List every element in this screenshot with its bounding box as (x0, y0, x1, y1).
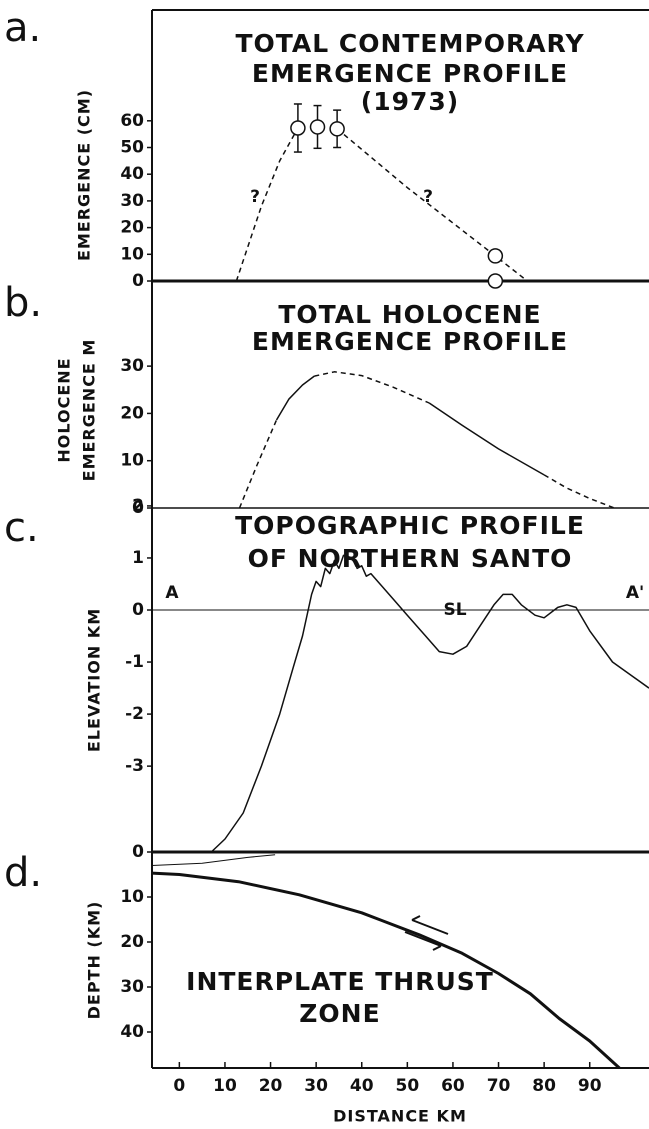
profile-line (238, 371, 615, 509)
panel-title: TOTAL CONTEMPORARY (235, 29, 584, 58)
y-axis-label: EMERGENCE (CM) (75, 89, 94, 261)
y-tick-label: 40 (120, 164, 144, 184)
y-tick-label: 20 (120, 403, 144, 423)
x-tick-label: 20 (259, 1076, 283, 1096)
x-tick-label: 40 (350, 1076, 374, 1096)
slip-arrow (411, 915, 449, 935)
y-tick-label: 30 (120, 977, 144, 997)
panel-label: d. (4, 850, 42, 896)
profile-line (151, 871, 621, 1070)
y-tick-label: 0 (132, 842, 144, 862)
profile-line (151, 854, 276, 866)
y-tick-label: -2 (125, 704, 144, 724)
data-point (290, 120, 306, 136)
panel-text: ZONE (299, 999, 380, 1028)
y-tick-label: 50 (120, 138, 144, 158)
panel-label: b. (4, 280, 42, 326)
panel-title: TOTAL HOLOCENE (278, 300, 541, 329)
profile-line (235, 127, 528, 282)
data-point (329, 121, 345, 137)
y-tick-label: 20 (120, 932, 144, 952)
data-point (309, 119, 326, 135)
panel-title: EMERGENCE PROFILE (252, 327, 568, 356)
y-tick-label: 0 (132, 271, 144, 291)
panel-title: EMERGENCE PROFILE (252, 59, 568, 88)
data-point (487, 248, 504, 264)
y-axis-label: HOLOCENE (55, 357, 74, 462)
panel-title: OF NORTHERN SANTO (248, 544, 573, 573)
profile-line (275, 375, 545, 476)
y-tick-label: 10 (120, 887, 144, 907)
y-tick-label: 2 (132, 496, 144, 516)
y-tick-label: 0 (132, 600, 144, 620)
y-axis-label: DEPTH (KM) (85, 901, 104, 1020)
y-tick-label: 1 (132, 548, 144, 568)
y-tick-label: 40 (120, 1022, 144, 1042)
x-tick-label: 90 (578, 1076, 602, 1096)
y-axis-label: ELEVATION KM (85, 608, 104, 752)
x-tick-label: 60 (441, 1076, 465, 1096)
y-tick-label: 30 (120, 191, 144, 211)
y-tick-label: 10 (120, 451, 144, 471)
y-tick-label: -1 (125, 652, 144, 672)
annotation: A' (626, 583, 644, 603)
y-tick-label: 10 (120, 244, 144, 264)
panel-label: c. (4, 505, 39, 551)
y-tick-label: 20 (120, 218, 144, 238)
profile-line (210, 554, 649, 853)
y-tick-label: -3 (125, 756, 144, 776)
y-axis-label: EMERGENCE M (80, 339, 99, 482)
y-tick-label: 0 (132, 498, 144, 518)
y-tick-label: 30 (120, 356, 144, 376)
panel-label: a. (4, 5, 41, 51)
x-tick-label: 80 (532, 1076, 556, 1096)
annotation: ? (423, 187, 433, 207)
x-tick-label: 0 (173, 1076, 185, 1096)
slip-arrow (404, 931, 442, 951)
panel-title: TOPOGRAPHIC PROFILE (235, 511, 585, 540)
panel-title: (1973) (361, 87, 459, 116)
panel-text: INTERPLATE THRUST (186, 967, 494, 996)
data-point (487, 273, 504, 289)
frame (151, 9, 649, 1069)
y-tick-label: 60 (120, 111, 144, 131)
annotation: A (165, 583, 179, 603)
x-axis-label: DISTANCE KM (333, 1107, 467, 1126)
x-tick-label: 30 (304, 1076, 328, 1096)
x-tick-label: 50 (396, 1076, 420, 1096)
annotation: ? (250, 187, 260, 207)
x-tick-label: 10 (213, 1076, 237, 1096)
x-tick-label: 70 (487, 1076, 511, 1096)
